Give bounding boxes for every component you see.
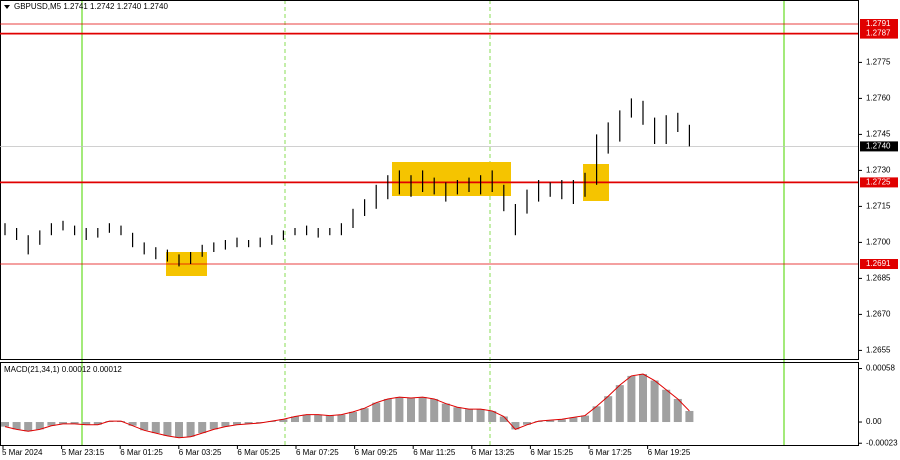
macd-bar: [233, 422, 241, 425]
macd-bar: [430, 398, 439, 423]
macd-bar: [35, 422, 44, 430]
macd-bar: [441, 403, 450, 423]
macd-bar: [291, 416, 299, 423]
macd-bar: [221, 422, 230, 427]
level-label-bg: [860, 19, 898, 29]
macd-bar: [59, 422, 67, 424]
y-tick-label: 0.00: [866, 417, 882, 426]
y-tick-label: 1.2775: [866, 58, 891, 67]
macd-bar: [12, 422, 21, 430]
x-tick-label: 6 Mar 09:25: [355, 448, 398, 457]
macd-bar: [128, 422, 137, 426]
level-label: 1.2691: [866, 259, 891, 268]
macd-bar: [175, 422, 183, 438]
macd-bar: [592, 406, 601, 423]
macd-bar: [163, 422, 172, 436]
x-tick-label: 6 Mar 11:25: [413, 448, 456, 457]
y-tick-label: 1.2655: [866, 346, 891, 355]
last-price-label: 1.2740: [866, 142, 891, 151]
y-tick-label: 1.2760: [866, 94, 891, 103]
macd-bar: [488, 410, 497, 423]
macd-bar: [615, 385, 624, 423]
level-label: 1.2791: [866, 19, 891, 28]
macd-bar: [604, 396, 613, 423]
y-tick-label: 1.2745: [866, 130, 891, 139]
level-label-bg: [860, 177, 898, 188]
macd-bar: [140, 422, 149, 431]
macd-pane-frame: [0, 362, 859, 446]
macd-bar: [70, 422, 79, 424]
x-tick-label: 5 Mar 23:15: [62, 448, 105, 457]
macd-bar: [569, 417, 578, 423]
y-tick-label: 1.2685: [866, 274, 891, 283]
macd-bar: [476, 409, 485, 423]
macd-bar: [360, 408, 369, 423]
macd-bar: [673, 398, 682, 423]
macd-bar: [349, 411, 357, 423]
macd-bar: [418, 397, 427, 423]
macd-bar: [93, 422, 102, 425]
y-tick-label: 1.2715: [866, 202, 891, 211]
macd-bar: [24, 422, 33, 432]
macd-bar: [639, 374, 647, 423]
macd-bar: [511, 422, 520, 430]
macd-bar: [209, 422, 218, 430]
macd-bar: [557, 419, 566, 423]
signal-line: [4, 373, 690, 439]
y-tick-label: 1.2730: [866, 166, 891, 175]
macd-bar: [662, 389, 671, 423]
macd-bar: [685, 410, 694, 423]
x-tick-label: 6 Mar 15:25: [530, 448, 573, 457]
y-tick-label: 1.2670: [866, 310, 891, 319]
x-tick-label: 6 Mar 19:25: [648, 448, 691, 457]
macd-bar: [499, 416, 508, 423]
highlight-box: [392, 162, 511, 196]
y-tick-label: -0.00023: [866, 438, 898, 447]
macd-bar: [453, 407, 462, 423]
macd-bar: [244, 422, 253, 424]
chart-title: GBPUSD,M5 1.2741 1.2742 1.2740 1.2740: [14, 2, 168, 11]
macd-bar: [383, 398, 392, 423]
x-tick-label: 5 Mar 2024: [2, 448, 43, 457]
level-label: 1.2725: [866, 178, 891, 187]
level-label: 1.2787: [866, 29, 891, 38]
y-tick-label: 0.00058: [866, 364, 895, 373]
level-label-bg: [860, 28, 898, 39]
macd-bar: [627, 375, 636, 423]
macd-bar: [546, 420, 555, 423]
macd-bar: [198, 422, 207, 434]
x-tick-label: 6 Mar 07:25: [296, 448, 339, 457]
x-tick-label: 6 Mar 13:25: [472, 448, 515, 457]
x-tick-label: 6 Mar 05:25: [237, 448, 280, 457]
macd-bar: [314, 414, 323, 423]
macd-bar: [82, 422, 91, 425]
y-tick-label: 1.2700: [866, 238, 891, 247]
level-label-bg: [860, 259, 898, 269]
macd-bar: [302, 414, 311, 423]
last-price-bg: [860, 141, 898, 152]
macd-bar: [47, 422, 56, 426]
x-tick-label: 6 Mar 01:25: [120, 448, 163, 457]
macd-bar: [407, 398, 415, 423]
macd-bar: [186, 422, 195, 437]
macd-bar: [337, 414, 346, 423]
macd-bar: [279, 419, 288, 423]
macd-bar: [325, 415, 334, 423]
macd-bar: [581, 415, 589, 423]
macd-bar: [523, 422, 531, 425]
macd-bar: [151, 422, 160, 434]
x-tick-label: 6 Mar 17:25: [589, 448, 632, 457]
macd-bar: [372, 402, 381, 423]
macd-bar: [1, 422, 9, 427]
macd-bar: [650, 380, 659, 423]
macd-title: MACD(21,34,1) 0.00012 0.00012: [4, 365, 122, 374]
menu-triangle[interactable]: [4, 5, 10, 9]
x-tick-label: 6 Mar 03:25: [179, 448, 222, 457]
macd-bar: [395, 397, 404, 423]
macd-bar: [465, 409, 473, 423]
price-pane-frame: [0, 0, 859, 360]
